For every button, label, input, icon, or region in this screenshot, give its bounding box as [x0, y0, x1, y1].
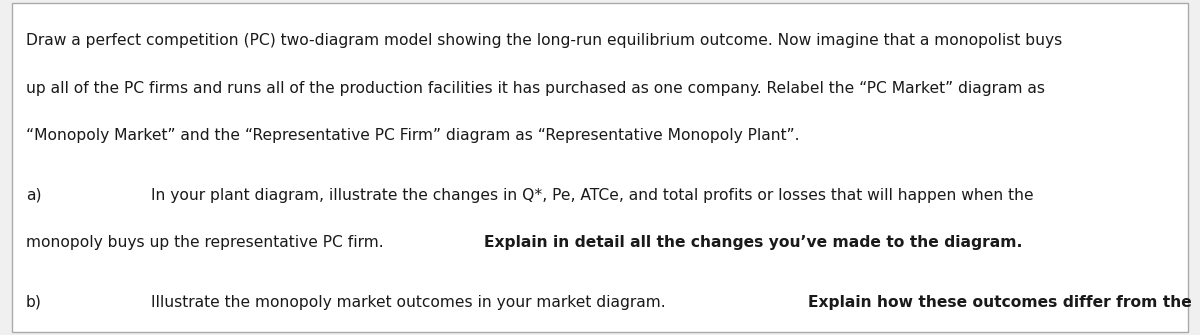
- Text: Draw a perfect competition (PC) two-diagram model showing the long-run equilibri: Draw a perfect competition (PC) two-diag…: [26, 33, 1062, 48]
- Text: b): b): [26, 295, 42, 310]
- Text: In your plant diagram, illustrate the changes in Q*, Pe, ATCe, and total profits: In your plant diagram, illustrate the ch…: [151, 188, 1033, 203]
- Text: “Monopoly Market” and the “Representative PC Firm” diagram as “Representative Mo: “Monopoly Market” and the “Representativ…: [26, 128, 799, 143]
- Text: Explain in detail all the changes you’ve made to the diagram.: Explain in detail all the changes you’ve…: [485, 235, 1022, 250]
- Text: Explain how these outcomes differ from the: Explain how these outcomes differ from t…: [808, 295, 1192, 310]
- FancyBboxPatch shape: [12, 3, 1188, 332]
- Text: Illustrate the monopoly market outcomes in your market diagram.: Illustrate the monopoly market outcomes …: [151, 295, 671, 310]
- Text: monopoly buys up the representative PC firm.: monopoly buys up the representative PC f…: [26, 235, 389, 250]
- Text: a): a): [26, 188, 42, 203]
- Text: up all of the PC firms and runs all of the production facilities it has purchase: up all of the PC firms and runs all of t…: [26, 80, 1045, 95]
